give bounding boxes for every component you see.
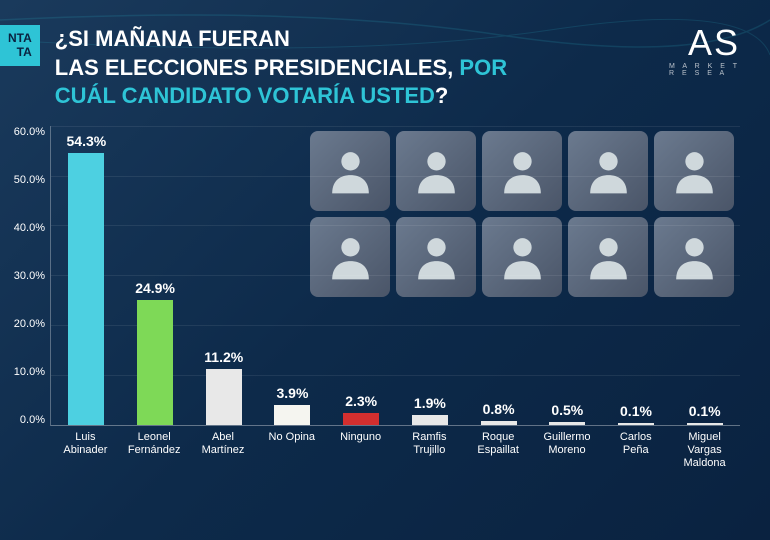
badge-line1: NTA — [8, 31, 32, 45]
title-qmark: ? — [435, 83, 448, 108]
logo-main: AS — [669, 25, 740, 61]
x-label: LuisAbinader — [55, 431, 116, 471]
bar-value: 1.9% — [414, 395, 446, 411]
bar-group: 54.3% — [56, 126, 117, 425]
x-axis-labels: LuisAbinaderLeonelFernándezAbelMartínezN… — [50, 431, 740, 471]
title-line2: LAS ELECCIONES PRESIDENCIALES, — [55, 55, 460, 80]
y-tick: 20.0% — [5, 318, 45, 330]
badge-line2: TA — [8, 45, 32, 59]
y-axis: 60.0% 50.0% 40.0% 30.0% 20.0% 10.0% 0.0% — [5, 126, 45, 426]
y-tick: 10.0% — [5, 366, 45, 378]
title-hl2: CUÁL CANDIDATO VOTARÍA USTED — [55, 83, 435, 108]
x-label: MiguelVargasMaldona — [674, 431, 735, 471]
x-label: RamfisTrujillo — [399, 431, 460, 471]
bar — [687, 423, 723, 425]
bar — [68, 153, 104, 425]
x-label: AbelMartínez — [193, 431, 254, 471]
header: NTA TA ¿SI MAÑANA FUERAN LAS ELECCIONES … — [0, 25, 740, 111]
bar-group: 0.1% — [674, 126, 735, 425]
question-badge: NTA TA — [0, 25, 40, 66]
bar — [137, 300, 173, 425]
title-hl1: POR — [459, 55, 507, 80]
bar-group: 0.1% — [606, 126, 667, 425]
bar-value: 11.2% — [204, 349, 243, 365]
bar — [618, 423, 654, 425]
gridline — [51, 425, 740, 426]
bar — [549, 422, 585, 425]
bar — [343, 413, 379, 425]
x-label: LeonelFernández — [124, 431, 185, 471]
bar-group: 11.2% — [193, 126, 254, 425]
bar-value: 0.8% — [483, 401, 515, 417]
x-label: GuillermoMoreno — [537, 431, 598, 471]
bars-container: 54.3% 24.9% 11.2% 3.9% 2.3% 1.9% 0.8% 0.5% 0.1% 0… — [51, 126, 740, 425]
plot-area: 54.3% 24.9% 11.2% 3.9% 2.3% 1.9% 0.8% 0.5% 0.1% 0… — [50, 126, 740, 426]
bar-value: 2.3% — [345, 393, 377, 409]
logo-sub: M A R K E TR E S E A — [669, 63, 740, 77]
bar — [481, 421, 517, 425]
page-title: ¿SI MAÑANA FUERAN LAS ELECCIONES PRESIDE… — [55, 25, 669, 111]
chart-area: 60.0%50.0%40.0%30.0%20.0%10.0%0.0% 54.3%… — [50, 126, 740, 511]
y-tick: 40.0% — [5, 222, 45, 234]
bar-group: 0.8% — [468, 126, 529, 425]
title-line1: ¿SI MAÑANA FUERAN — [55, 26, 290, 51]
y-tick: 50.0% — [5, 174, 45, 186]
logo: AS M A R K E TR E S E A — [669, 25, 740, 77]
x-label: CarlosPeña — [605, 431, 666, 471]
bar-value: 0.1% — [620, 403, 652, 419]
bar — [412, 415, 448, 425]
x-label: No Opina — [261, 431, 322, 471]
bar — [274, 405, 310, 425]
bar-value: 24.9% — [135, 280, 175, 296]
y-tick: 30.0% — [5, 270, 45, 282]
bar-value: 0.1% — [689, 403, 721, 419]
y-tick: 0.0% — [5, 414, 45, 426]
bar-group: 1.9% — [400, 126, 461, 425]
bar — [206, 369, 242, 425]
y-tick: 60.0% — [5, 126, 45, 138]
x-label: Ninguno — [330, 431, 391, 471]
bar-group: 3.9% — [262, 126, 323, 425]
bar-group: 24.9% — [125, 126, 186, 425]
bar-group: 2.3% — [331, 126, 392, 425]
bar-value: 54.3% — [67, 133, 107, 149]
bar-group: 0.5% — [537, 126, 598, 425]
bar-value: 3.9% — [277, 385, 309, 401]
x-label: RoqueEspaillat — [468, 431, 529, 471]
bar-value: 0.5% — [551, 402, 583, 418]
